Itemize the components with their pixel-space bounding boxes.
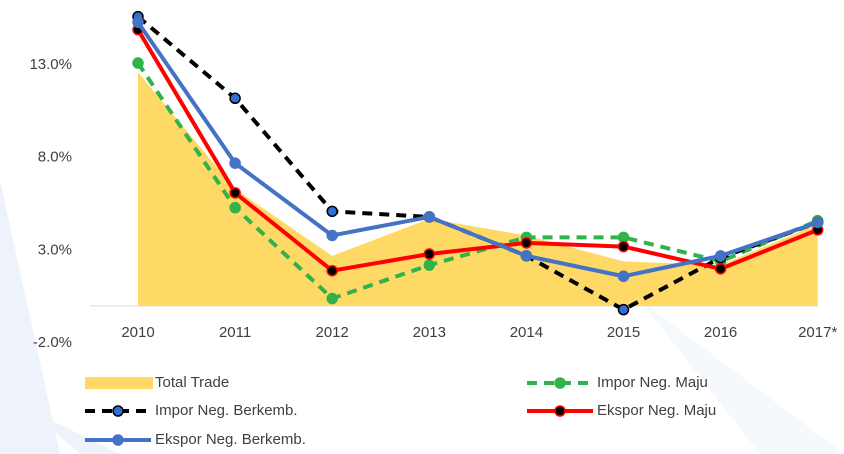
legend-label: Impor Neg. Maju — [597, 374, 708, 391]
point-marker — [617, 303, 630, 316]
x-tick-label: 2015 — [607, 324, 640, 341]
point-marker — [132, 57, 144, 69]
x-tick-label: 2010 — [121, 324, 154, 341]
point-marker — [714, 263, 727, 275]
legend-item: Ekspor Neg. Berkemb. — [85, 431, 306, 448]
point-marker — [617, 231, 630, 244]
point-marker — [229, 201, 241, 214]
x-tick-label: 2017* — [798, 324, 837, 341]
series-line — [136, 21, 819, 279]
y-tick-label: -2.0% — [33, 334, 72, 351]
point-marker — [520, 237, 533, 249]
point-marker — [617, 240, 630, 253]
y-tick-label: 8.0% — [38, 149, 72, 166]
legend-item: Impor Neg. Berkemb. — [85, 402, 298, 419]
legend-marker — [112, 434, 124, 446]
legend-swatch — [85, 377, 153, 389]
point-marker — [229, 92, 241, 105]
point-marker — [326, 205, 338, 218]
legend-label: Impor Neg. Berkemb. — [155, 402, 298, 419]
legend-label: Ekspor Neg. Berkemb. — [155, 431, 306, 448]
series-line — [136, 61, 819, 301]
point-marker — [326, 264, 338, 277]
legend-label: Total Trade — [155, 374, 229, 391]
point-marker — [520, 250, 533, 262]
legend-marker — [112, 405, 124, 417]
decor-shape — [640, 300, 844, 454]
legend-label: Ekspor Neg. Maju — [597, 402, 716, 419]
point-marker — [423, 259, 436, 271]
x-tick-label: 2014 — [510, 324, 543, 341]
point-marker — [423, 211, 436, 223]
point-marker — [229, 187, 241, 199]
point-marker — [714, 250, 727, 262]
legend-item: Ekspor Neg. Maju — [527, 402, 716, 419]
x-tick-label: 2016 — [704, 324, 737, 341]
background-decoration — [0, 180, 844, 454]
x-tick-label: 2011 — [219, 324, 251, 341]
point-marker — [132, 16, 144, 28]
legend-marker — [554, 377, 566, 389]
series-line — [136, 28, 819, 273]
legend-item: Total Trade — [85, 374, 229, 391]
point-marker — [811, 216, 824, 229]
decor-shape — [0, 180, 60, 454]
point-marker — [326, 229, 338, 242]
x-tick-label: 2013 — [413, 324, 446, 341]
point-marker — [617, 270, 630, 283]
y-tick-label: 3.0% — [38, 241, 72, 258]
legend-item: Impor Neg. Maju — [527, 374, 708, 391]
legend-marker — [554, 405, 566, 417]
x-tick-label: 2012 — [316, 324, 349, 341]
point-marker — [423, 248, 436, 260]
point-marker — [326, 292, 338, 305]
area — [138, 72, 818, 306]
decor-shape — [30, 410, 120, 454]
y-tick-label: 13.0% — [29, 56, 72, 73]
point-marker — [229, 157, 241, 169]
